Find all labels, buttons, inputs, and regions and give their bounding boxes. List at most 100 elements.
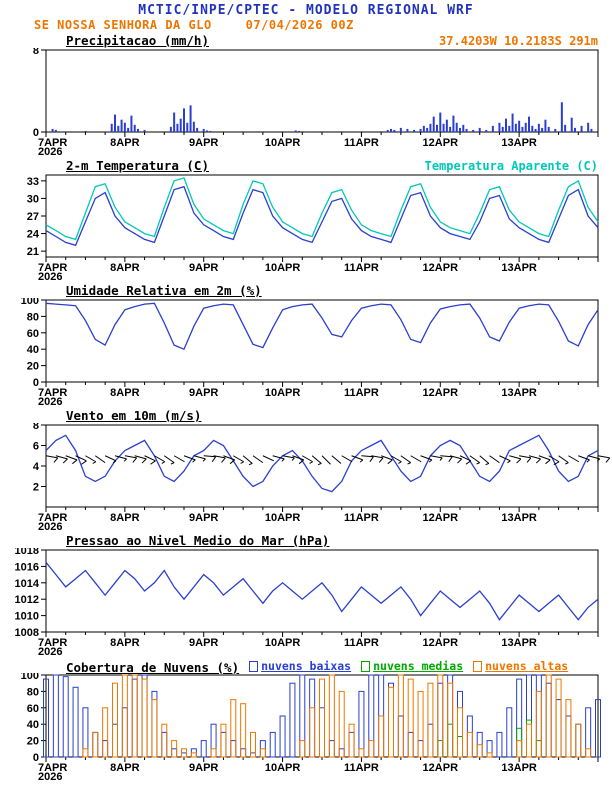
x-tick-label: 12APR [423, 762, 459, 774]
wind-barb [400, 455, 411, 465]
header-subtitle: SE NOSSA SENHORA DA GLO 07/04/2026 00Z [0, 18, 612, 34]
plot-frame [45, 674, 599, 758]
wind-barb [311, 455, 322, 466]
plot-frame [45, 549, 599, 633]
wind-barb [154, 455, 166, 464]
x-year-label: 2026 [38, 521, 62, 531]
y-tick-label: 0 [33, 127, 39, 139]
panel-humidity: Umidade Relativa em 2m (%) 0 20 40 60 80 100 7A… [0, 284, 612, 406]
station-name: SE NOSSA SENHORA DA GLO [34, 18, 212, 32]
wind-barb [223, 455, 236, 465]
wind-barb [252, 455, 264, 464]
wind-barb [114, 455, 127, 462]
y-tick-label: 40 [27, 719, 39, 731]
legend-nuvens-altas: nuvens altas [473, 659, 568, 673]
y-tick-label: 1008 [15, 627, 39, 639]
y-tick-label: 80 [27, 686, 39, 698]
y-tick-label: 6 [33, 441, 39, 453]
y-tick-label: 0 [33, 377, 39, 389]
wind-barb [134, 455, 147, 464]
legend-swatch-icon [249, 660, 259, 672]
y-tick-label: 24 [27, 229, 40, 241]
wind-barb [45, 455, 59, 463]
panel-title-clouds: Cobertura de Nuvens (%) [66, 659, 240, 675]
y-tick-label: 1016 [15, 561, 39, 573]
y-tick-label: 30 [27, 193, 39, 205]
panel-title-pressure: Pressao ao Nivel Medio do Mar (hPa) [66, 533, 330, 548]
x-tick-label: 7APR [38, 637, 67, 649]
wind-barb [213, 455, 226, 463]
panel-title-row-clouds: Cobertura de Nuvens (%) nuvens baixas nuve… [0, 659, 612, 675]
x-tick-label: 10APR [265, 637, 301, 649]
x-tick-label: 11APR [344, 387, 379, 399]
wind-barb [282, 455, 295, 461]
wind-barb [588, 455, 601, 462]
wind-barb [499, 455, 511, 464]
legend-label: nuvens medias [373, 659, 464, 673]
x-tick-label: 8APR [110, 637, 139, 649]
x-tick-label: 12APR [423, 637, 459, 649]
y-tick-label: 20 [27, 361, 39, 373]
x-tick-label: 10APR [265, 137, 301, 149]
panel-title-humidity: Umidade Relativa em 2m (%) [66, 283, 262, 298]
x-tick-label: 13APR [501, 512, 537, 524]
wind-barb [578, 455, 590, 463]
wind-barb [597, 455, 611, 463]
x-tick-label: 9APR [189, 637, 218, 649]
meteogram-page: MCTIC/INPE/CPTEC - MODELO REGIONAL WRF S… [0, 3, 612, 781]
panel-title-row-precipitation: Precipitacao (mm/h) 37.4203W 10.2183S 291… [0, 34, 612, 49]
panel-title-row-wind: Vento em 10m (m/s) [0, 409, 612, 423]
y-tick-label: 21 [27, 246, 39, 258]
wind-barb [65, 455, 78, 465]
wind-barb [459, 455, 472, 465]
x-tick-label: 9APR [189, 262, 218, 274]
wind-barb [75, 455, 87, 465]
wind-barb [430, 455, 443, 461]
wind-barb [341, 455, 353, 463]
y-tick-label: 33 [27, 176, 39, 188]
wind-barb [568, 455, 580, 463]
wind-barb [144, 455, 156, 465]
wind-barb [242, 455, 253, 466]
panel-precipitation: Precipitacao (mm/h) 37.4203W 10.2183S 291… [0, 34, 612, 156]
series-pressao [45, 561, 599, 621]
series-temperatura-aparente [45, 177, 599, 241]
wind-barb [124, 455, 138, 463]
y-tick-label: 80 [27, 311, 39, 323]
wind-barb [233, 455, 244, 464]
plot-frame [45, 174, 599, 258]
wind-barb [450, 455, 463, 464]
wind-barb [351, 455, 364, 463]
wind-barb [558, 455, 569, 465]
wind-barb [519, 455, 532, 463]
legend-nuvens-medias: nuvens medias [361, 659, 463, 673]
y-tick-label: 100 [21, 673, 39, 682]
x-tick-label: 13APR [501, 637, 537, 649]
x-tick-label: 11APR [344, 637, 379, 649]
y-tick-label: 40 [27, 344, 39, 356]
legend-label: nuvens altas [485, 659, 569, 673]
x-tick-label: 7APR [38, 137, 67, 149]
wind-barb [548, 455, 560, 466]
x-tick-label: 13APR [501, 387, 537, 399]
y-tick-label: 60 [27, 703, 39, 715]
panel-title-temperature: 2-m Temperatura (C) [66, 158, 209, 173]
wind-barb [489, 455, 500, 464]
panel-clouds: Cobertura de Nuvens (%) nuvens baixas nuve… [0, 659, 612, 781]
wind-barb [321, 455, 331, 465]
wind-barb [94, 455, 106, 464]
y-tick-label: 1014 [15, 578, 40, 590]
y-tick-label: 0 [33, 752, 39, 764]
x-tick-label: 8APR [110, 762, 139, 774]
x-tick-label: 10APR [265, 762, 301, 774]
x-year-label: 2026 [38, 271, 62, 281]
wind-barb [410, 455, 422, 463]
y-tick-label: 2 [33, 482, 39, 494]
x-tick-label: 9APR [189, 387, 218, 399]
series-precipitacao [51, 102, 593, 132]
x-tick-label: 12APR [423, 512, 459, 524]
series-nuvens-medias [437, 719, 542, 758]
x-tick-label: 9APR [189, 512, 218, 524]
